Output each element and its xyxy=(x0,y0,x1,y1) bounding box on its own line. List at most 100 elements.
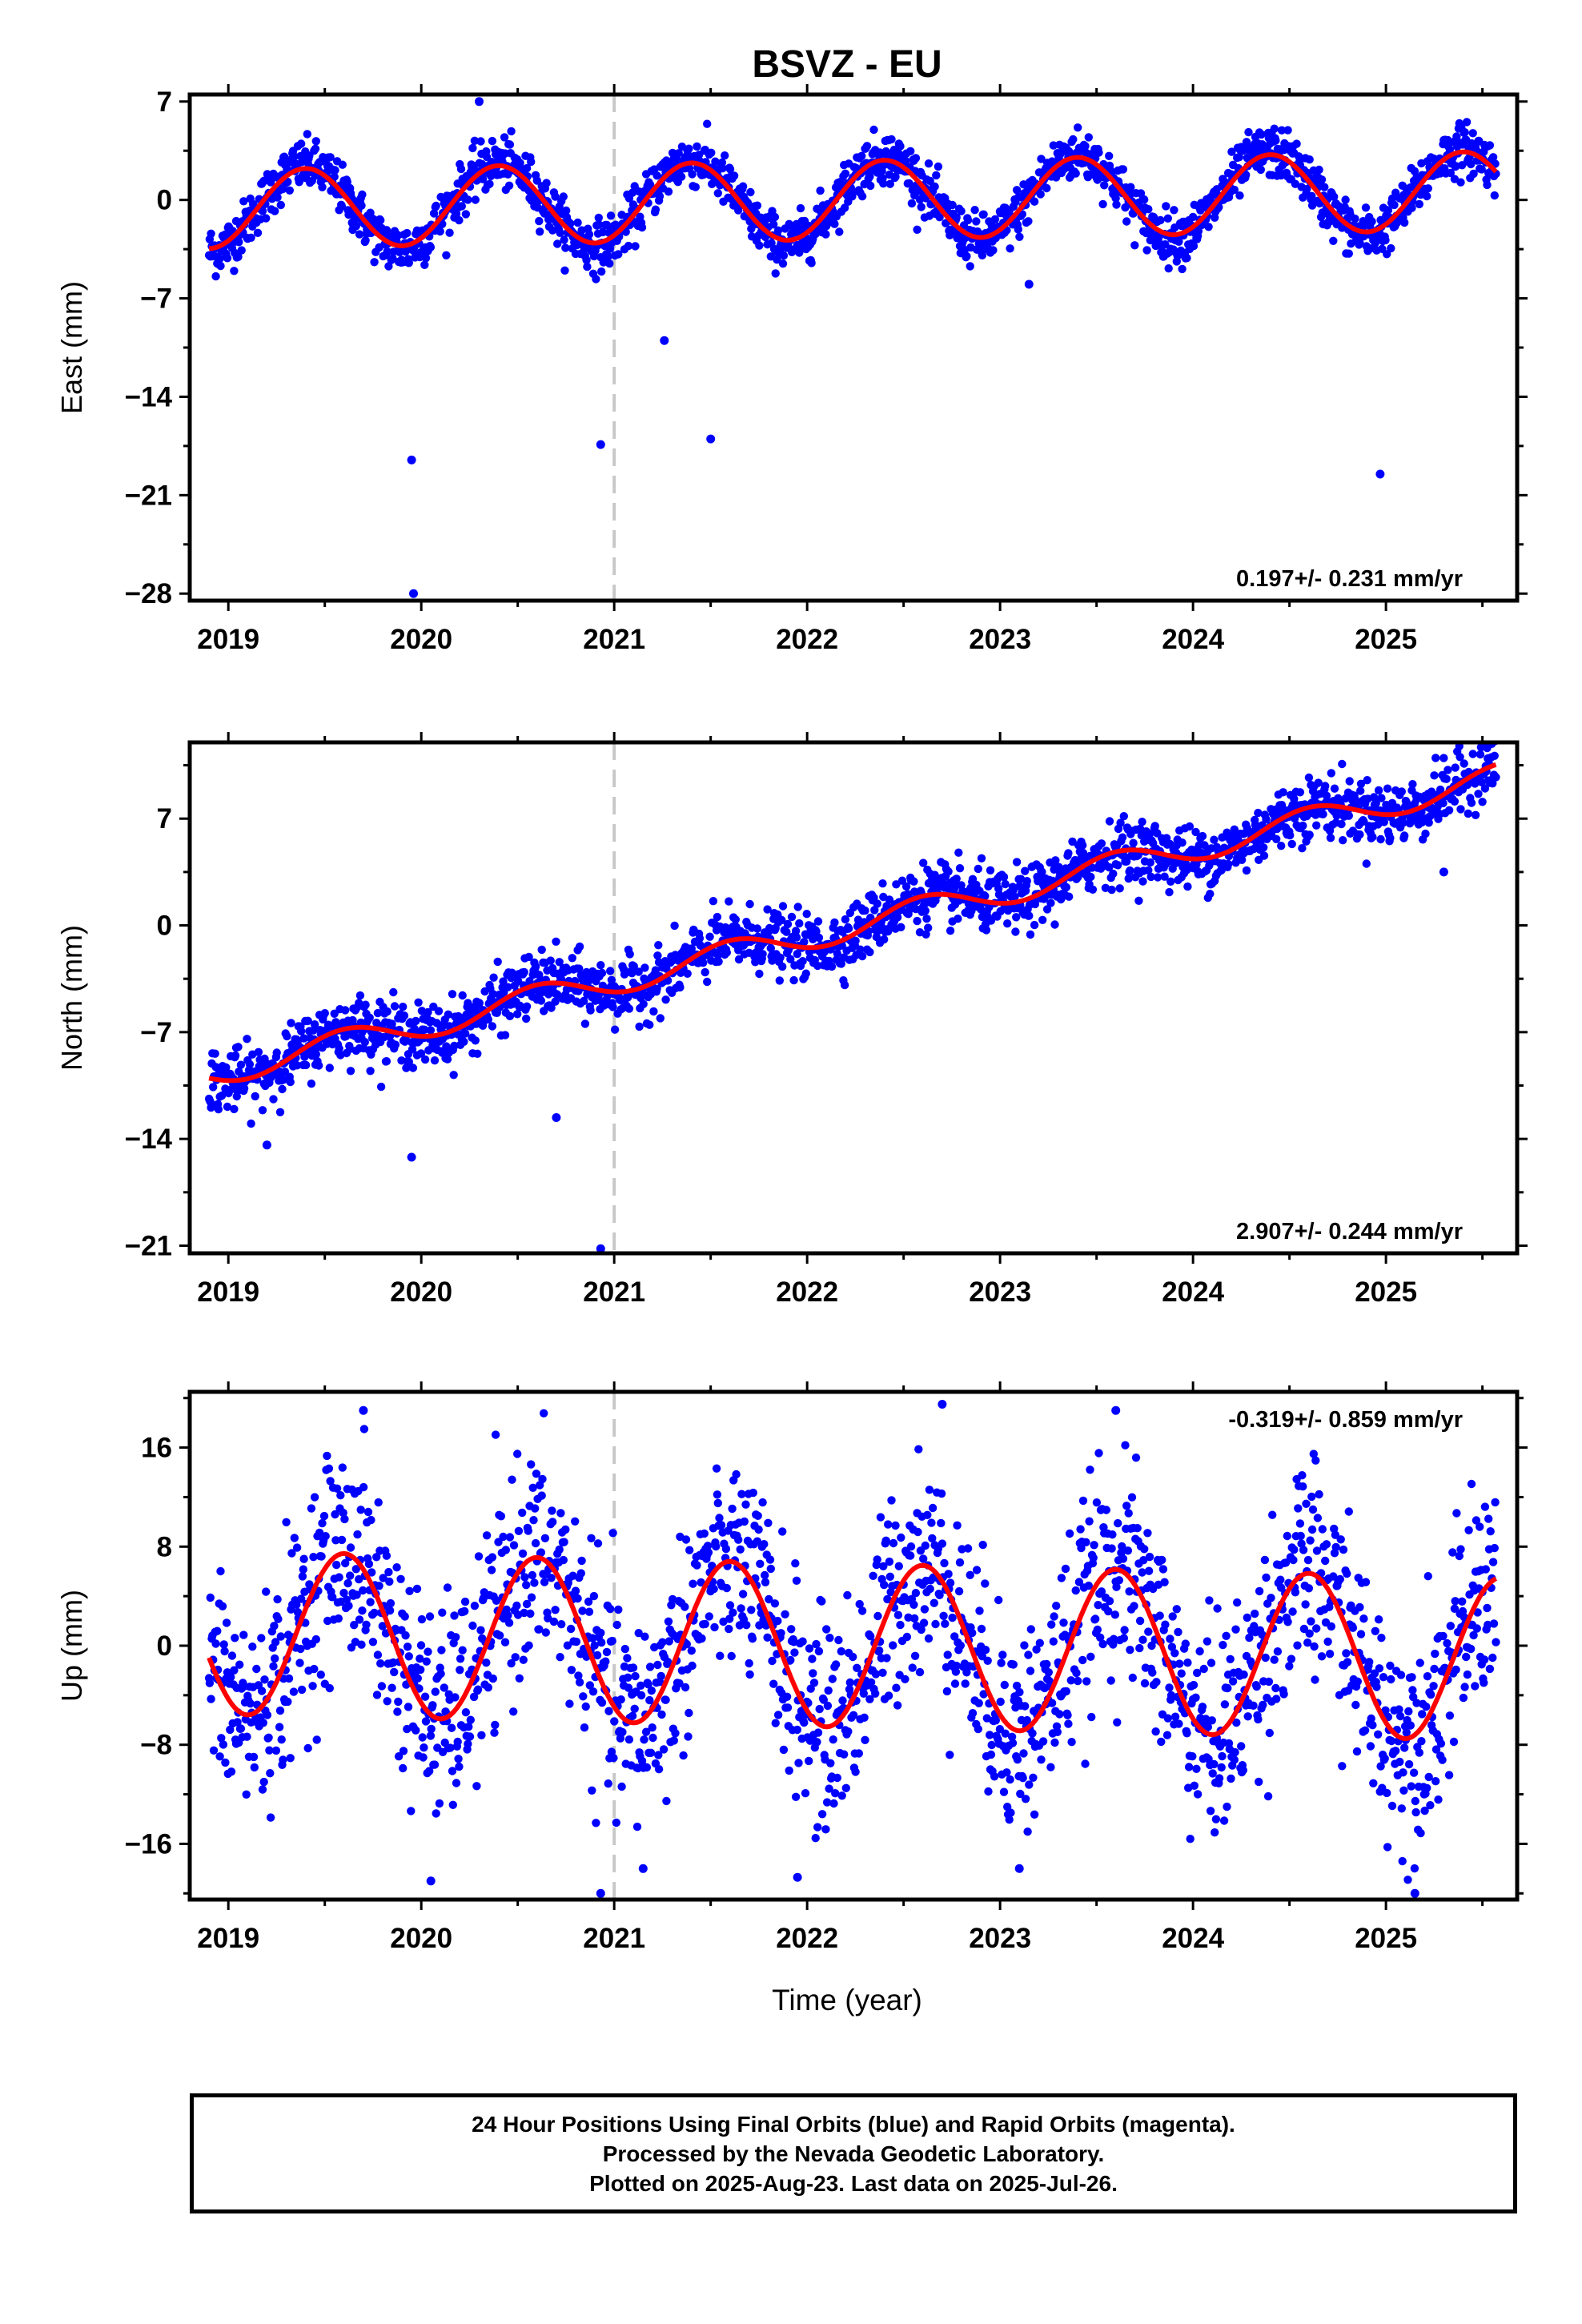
data-point xyxy=(766,1564,775,1574)
x-tick-label: 2021 xyxy=(583,624,645,655)
data-point xyxy=(566,1624,576,1634)
data-point xyxy=(778,259,788,268)
data-point xyxy=(670,921,679,931)
data-point xyxy=(394,231,403,239)
data-point xyxy=(768,1656,777,1666)
data-point xyxy=(1400,831,1409,840)
data-point xyxy=(813,917,823,926)
data-point xyxy=(1037,155,1046,163)
data-point xyxy=(1230,185,1239,195)
data-point xyxy=(416,1049,426,1058)
data-point xyxy=(786,1655,795,1665)
data-point xyxy=(560,1538,568,1546)
data-point xyxy=(227,1767,236,1776)
data-point xyxy=(891,1521,900,1530)
data-point xyxy=(557,1620,566,1629)
data-point xyxy=(713,912,722,922)
data-point xyxy=(404,1703,413,1711)
data-point xyxy=(387,1683,396,1692)
data-point xyxy=(1012,186,1022,195)
data-point xyxy=(448,990,457,999)
data-point xyxy=(547,1574,556,1582)
data-point xyxy=(745,899,754,909)
data-point xyxy=(1474,790,1483,798)
data-point xyxy=(500,133,509,142)
data-point xyxy=(717,1521,726,1530)
data-point xyxy=(420,260,429,269)
data-point xyxy=(1381,235,1390,245)
data-point xyxy=(464,195,472,204)
data-point xyxy=(771,1719,780,1727)
data-point xyxy=(695,934,705,943)
data-point xyxy=(825,1784,833,1793)
data-point xyxy=(331,166,339,175)
data-point xyxy=(1056,869,1065,879)
data-point xyxy=(311,1050,320,1059)
data-point xyxy=(403,228,412,238)
data-point xyxy=(729,1608,737,1617)
data-point xyxy=(576,1569,585,1578)
data-point xyxy=(234,1043,243,1051)
data-point xyxy=(930,182,939,191)
data-point xyxy=(793,950,801,959)
data-point xyxy=(286,1754,295,1763)
data-point xyxy=(383,247,391,256)
data-point xyxy=(278,1084,287,1094)
data-point xyxy=(822,1625,831,1634)
data-point xyxy=(376,1659,385,1668)
data-point xyxy=(586,1006,595,1015)
data-point xyxy=(1242,171,1251,179)
data-point xyxy=(237,246,246,255)
data-point xyxy=(548,1506,556,1515)
data-point xyxy=(823,1701,833,1711)
data-point xyxy=(206,1593,215,1602)
data-point xyxy=(580,996,588,1006)
data-point xyxy=(357,1640,366,1649)
data-point xyxy=(906,147,915,155)
data-point xyxy=(504,1611,512,1620)
data-point xyxy=(400,1612,409,1621)
data-point xyxy=(412,1016,420,1026)
data-point xyxy=(540,1534,550,1543)
data-point xyxy=(1146,858,1155,867)
data-point xyxy=(1210,835,1219,844)
data-point xyxy=(1355,830,1364,839)
data-point xyxy=(353,1530,362,1539)
data-point xyxy=(946,927,955,935)
data-point xyxy=(851,1767,860,1776)
data-point xyxy=(522,1599,532,1609)
data-point xyxy=(1368,833,1377,842)
outlier-point xyxy=(407,1152,416,1162)
data-point xyxy=(341,1558,350,1568)
data-point xyxy=(885,1572,895,1582)
outlier-point xyxy=(596,440,605,449)
data-point xyxy=(793,1725,801,1735)
data-point xyxy=(247,1119,255,1128)
data-point xyxy=(595,220,604,229)
data-point xyxy=(396,1574,405,1584)
data-point xyxy=(979,210,988,219)
data-point xyxy=(205,1679,215,1687)
data-point xyxy=(1363,776,1371,785)
data-point xyxy=(795,248,804,257)
data-point xyxy=(1312,821,1321,830)
data-point xyxy=(1286,830,1295,840)
data-point xyxy=(885,895,894,904)
data-point xyxy=(430,1056,440,1065)
data-point xyxy=(1001,879,1010,889)
data-point xyxy=(562,206,571,215)
data-point xyxy=(404,259,413,267)
data-point xyxy=(298,1572,307,1581)
data-point xyxy=(1429,154,1438,163)
data-point xyxy=(1050,920,1059,929)
data-point xyxy=(552,937,560,947)
data-point xyxy=(1351,214,1359,223)
data-point xyxy=(1291,179,1300,188)
data-point xyxy=(612,1818,620,1827)
data-point xyxy=(309,1553,318,1562)
data-point xyxy=(597,267,606,276)
data-point xyxy=(1290,794,1299,803)
data-point xyxy=(425,1767,434,1775)
data-point xyxy=(787,1625,796,1634)
data-point xyxy=(1042,183,1051,193)
